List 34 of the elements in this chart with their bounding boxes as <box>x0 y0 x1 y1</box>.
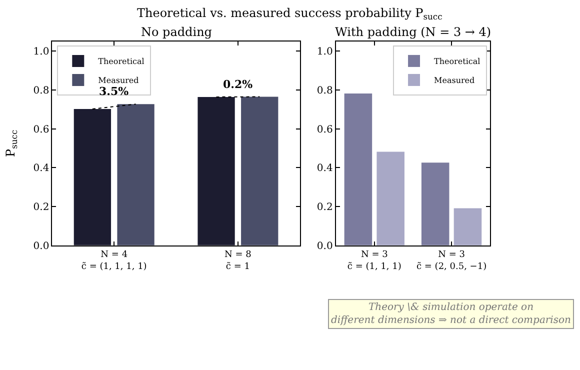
y-tick-label: 1.0 <box>33 46 50 58</box>
y-tick-label: 0.6 <box>316 124 333 136</box>
x-tick-label: N = 3 c̃ = (1, 1, 1) <box>347 250 402 272</box>
x-tick-label: N = 4 c̃ = (1, 1, 1, 1) <box>81 250 147 272</box>
bar <box>344 93 372 246</box>
y-tick-label: 0.0 <box>33 240 50 252</box>
bar <box>376 152 404 246</box>
y-tick-label: 0.0 <box>316 240 333 252</box>
bar <box>454 208 482 246</box>
legend-label: Measured <box>98 76 139 86</box>
bar <box>117 104 154 246</box>
x-tick-label: N = 3 c̃ = (2, 0.5, −1) <box>416 250 487 272</box>
bar <box>198 96 235 246</box>
y-tick-label: 0.2 <box>316 202 333 214</box>
legend-label: Theoretical <box>98 57 145 66</box>
bar <box>421 162 450 246</box>
annotation: 3.5% <box>99 85 130 98</box>
chart-subtitle: No padding <box>141 25 212 39</box>
bar <box>241 96 278 246</box>
legend-label: Measured <box>434 76 475 86</box>
y-tick-label: 0.4 <box>316 163 333 174</box>
text: Theory \& simulation operate on different dimensions ⇒ not a direct comparison <box>331 302 571 326</box>
y-tick-label: 0.6 <box>33 124 50 136</box>
chart-subtitle: With padding (N = 3 → 4) <box>335 25 492 39</box>
bar <box>74 108 112 246</box>
y-tick-label: 1.0 <box>316 46 333 58</box>
y-tick-label: 0.4 <box>33 163 50 174</box>
annotation: 0.2% <box>223 78 254 91</box>
x-tick-label: N = 8 c̃ = 1 <box>224 250 252 272</box>
y-tick-label: 0.8 <box>316 85 333 96</box>
y-tick-label: 0.2 <box>33 202 50 214</box>
legend-label: Theoretical <box>434 57 481 66</box>
y-tick-label: 0.8 <box>33 85 50 96</box>
chart-title: Theoretical vs. measured success probability P$_{succ}$ <box>137 6 443 22</box>
